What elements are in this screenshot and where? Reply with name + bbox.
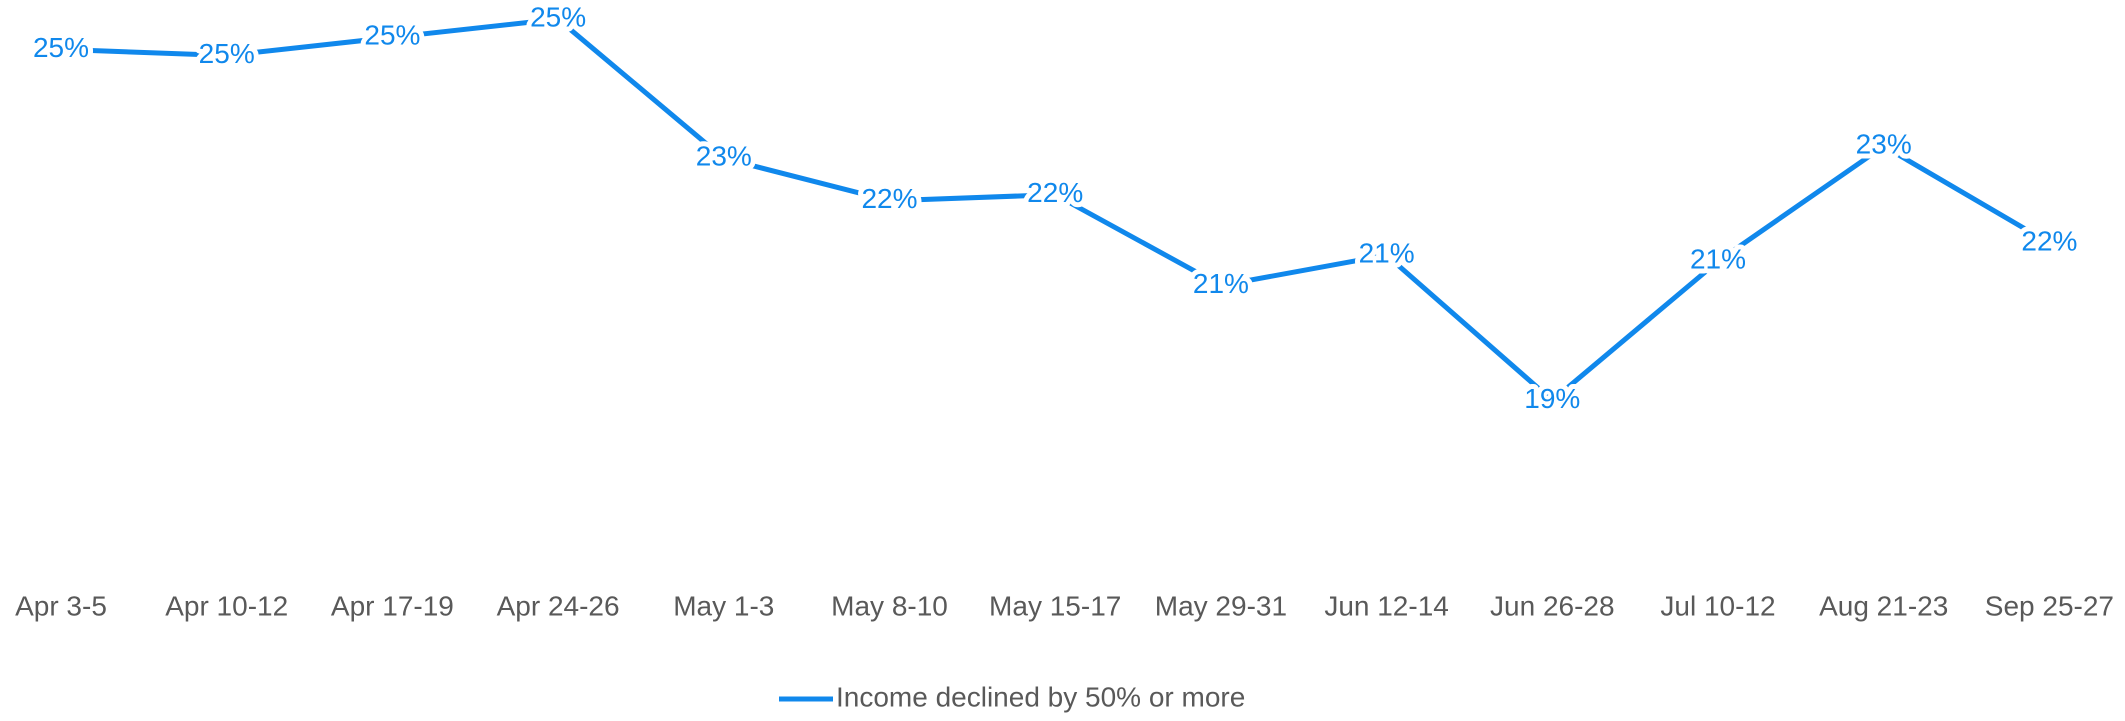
x-tick-label: May 15-17 [989, 590, 1121, 621]
legend-label: Income declined by 50% or more [836, 681, 1245, 712]
data-label: 22% [2021, 225, 2077, 256]
data-label: 25% [33, 32, 89, 63]
x-tick-label: Sep 25-27 [1985, 590, 2114, 621]
x-tick-label: Jun 26-28 [1490, 590, 1615, 621]
data-label: 25% [530, 2, 586, 33]
data-label: 21% [1690, 244, 1746, 275]
x-tick-label: May 29-31 [1155, 590, 1287, 621]
x-tick-label: May 1-3 [673, 590, 774, 621]
x-tick-label: Jul 10-12 [1660, 590, 1775, 621]
data-label: 23% [696, 141, 752, 172]
data-label: 19% [1524, 383, 1580, 414]
data-label: 22% [861, 183, 917, 214]
x-tick-label: Apr 3-5 [15, 590, 107, 621]
data-label: 25% [199, 38, 255, 69]
x-tick-label: Jun 12-14 [1324, 590, 1449, 621]
series-line [60, 16, 2051, 403]
data-label: 25% [364, 20, 420, 51]
x-tick-label: May 8-10 [831, 590, 948, 621]
x-tick-label: Apr 24-26 [497, 590, 620, 621]
data-label: 21% [1193, 268, 1249, 299]
x-tick-label: Apr 10-12 [165, 590, 288, 621]
data-label: 21% [1359, 238, 1415, 269]
x-tick-label: Aug 21-23 [1819, 590, 1948, 621]
data-label: 22% [1027, 177, 1083, 208]
x-tick-label: Apr 17-19 [331, 590, 454, 621]
data-label: 23% [1856, 129, 1912, 160]
